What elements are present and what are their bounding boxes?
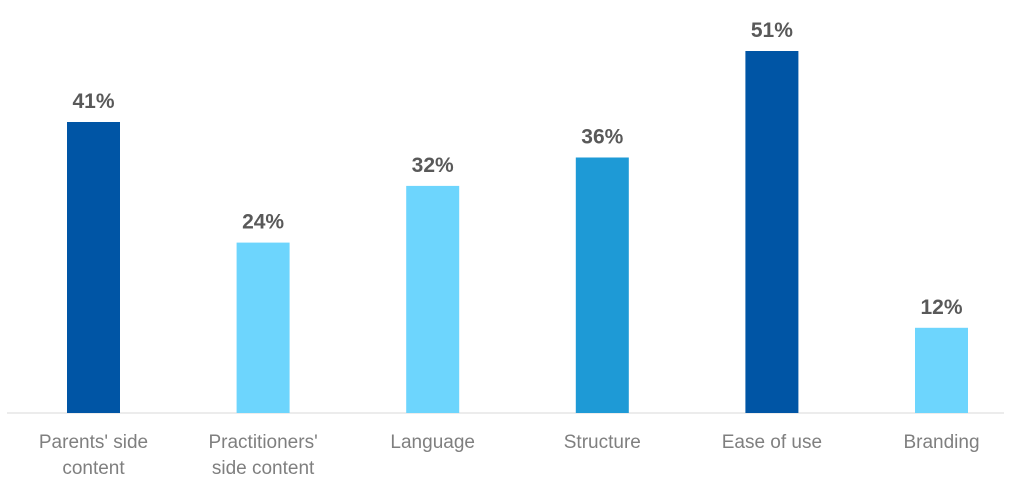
value-label-0: 41% bbox=[72, 90, 114, 113]
category-labels-group: Parents' side content Practitioners' side c… bbox=[39, 432, 980, 477]
category-label-5-line-0: Branding bbox=[903, 432, 979, 453]
category-label-2-line-0: Language bbox=[390, 432, 475, 453]
value-label-4: 51% bbox=[751, 19, 793, 42]
bar-5 bbox=[915, 327, 968, 413]
category-label-1-line-1: side content bbox=[212, 458, 315, 477]
bar-3 bbox=[575, 157, 629, 413]
value-label-2: 32% bbox=[412, 154, 454, 177]
value-label-3: 36% bbox=[581, 126, 623, 149]
bar-4 bbox=[745, 51, 799, 413]
category-label-0-line-0: Parents' side bbox=[39, 432, 148, 453]
value-labels-group: 41% 24% 32% 36% 51% 12% bbox=[72, 19, 962, 319]
category-label-4-line-0: Ease of use bbox=[722, 432, 822, 453]
bar-0 bbox=[67, 122, 120, 413]
value-label-5: 12% bbox=[920, 296, 962, 319]
category-label-0-line-1: content bbox=[62, 458, 125, 477]
bar-1 bbox=[236, 242, 290, 413]
category-label-3-line-0: Structure bbox=[564, 432, 641, 453]
bars-group bbox=[67, 51, 968, 413]
category-label-1-line-0: Practitioners' bbox=[208, 432, 317, 453]
value-label-1: 24% bbox=[242, 211, 284, 234]
bar-2 bbox=[406, 185, 460, 413]
